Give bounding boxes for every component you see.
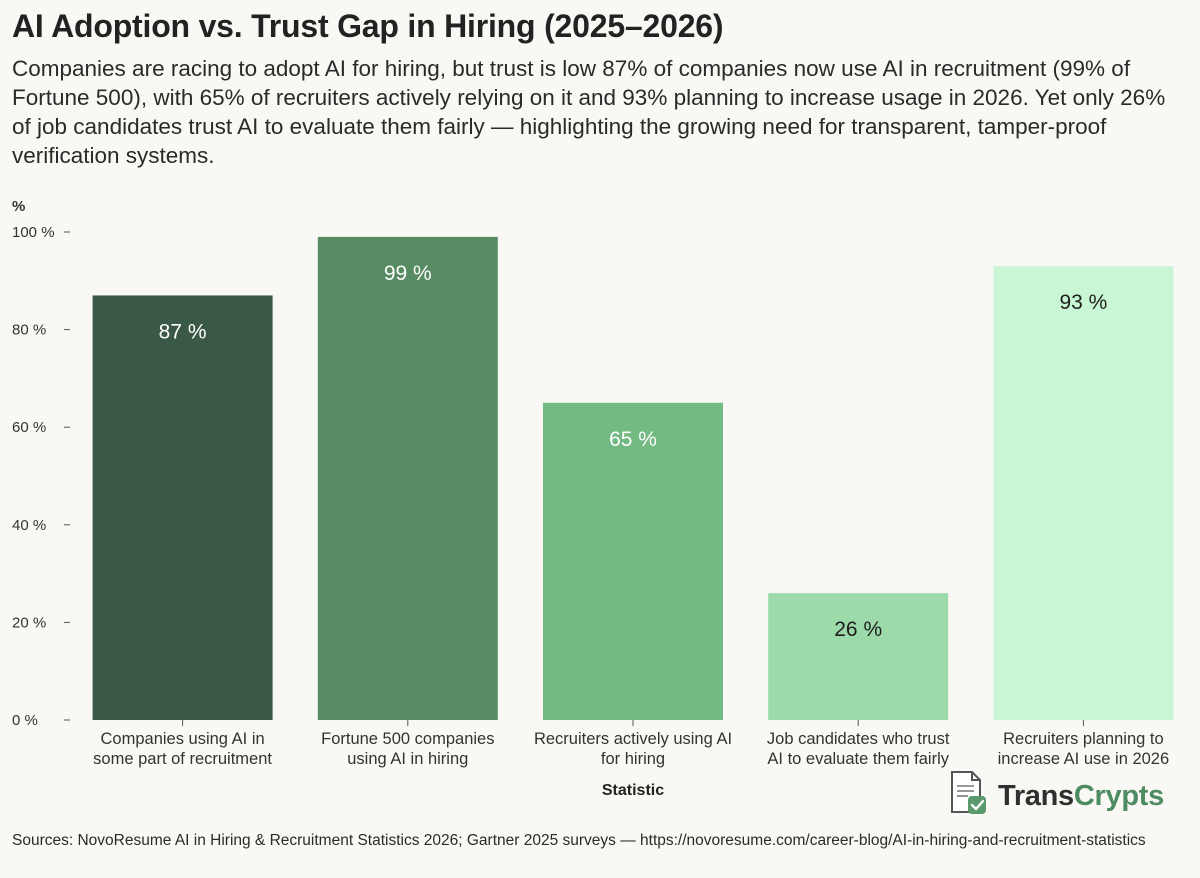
bar <box>317 236 498 720</box>
x-tick-label: for hiring <box>601 750 665 768</box>
x-tick-label: some part of recruitment <box>93 750 272 768</box>
bar-value-label: 93 % <box>1059 291 1107 314</box>
bar-value-label: 26 % <box>834 618 882 641</box>
x-tick-label: Job candidates who trust <box>767 730 950 748</box>
bar-chart: % 0 % 20 % 40 % 60 % 80 % 100 % 87 % Companies u… <box>12 198 1174 799</box>
y-axis-label: % <box>12 198 25 215</box>
document-check-icon <box>946 770 990 823</box>
bar-value-label: 65 % <box>609 428 657 451</box>
bar-value-label: 87 % <box>159 320 207 343</box>
bar <box>993 266 1174 720</box>
x-tick-label: AI to evaluate them fairly <box>767 750 949 768</box>
brand-name: TransCrypts <box>998 780 1164 813</box>
x-tick-label: Recruiters actively using AI <box>534 730 732 748</box>
bar <box>768 593 949 720</box>
x-tick-label: Companies using AI in <box>101 730 265 748</box>
y-tick-label: 40 % <box>12 517 46 534</box>
brand-name-part1: Trans <box>998 779 1074 812</box>
y-tick-label: 60 % <box>12 419 46 436</box>
transcrypts-logo: TransCrypts <box>946 770 1164 823</box>
y-tick-label: 0 % <box>12 712 38 729</box>
bar <box>92 295 273 720</box>
x-tick-label: increase AI use in 2026 <box>998 750 1170 768</box>
x-axis-title: Statistic <box>602 782 664 799</box>
y-tick-label: 100 % <box>12 224 55 241</box>
brand-name-part2: Crypts <box>1073 779 1164 812</box>
x-tick-label: Fortune 500 companies <box>321 730 494 748</box>
bar-value-label: 99 % <box>384 262 432 285</box>
source-note: Sources: NovoResume AI in Hiring & Recru… <box>12 832 1146 849</box>
chart-title: AI Adoption vs. Trust Gap in Hiring (202… <box>12 8 724 44</box>
bar <box>543 402 723 720</box>
y-tick-label: 80 % <box>12 322 46 339</box>
x-tick-label: using AI in hiring <box>347 750 468 768</box>
y-tick-label: 20 % <box>12 614 46 631</box>
chart-subtitle: Companies are racing to adopt AI for hir… <box>12 56 1166 168</box>
x-tick-label: Recruiters planning to <box>1003 730 1164 748</box>
